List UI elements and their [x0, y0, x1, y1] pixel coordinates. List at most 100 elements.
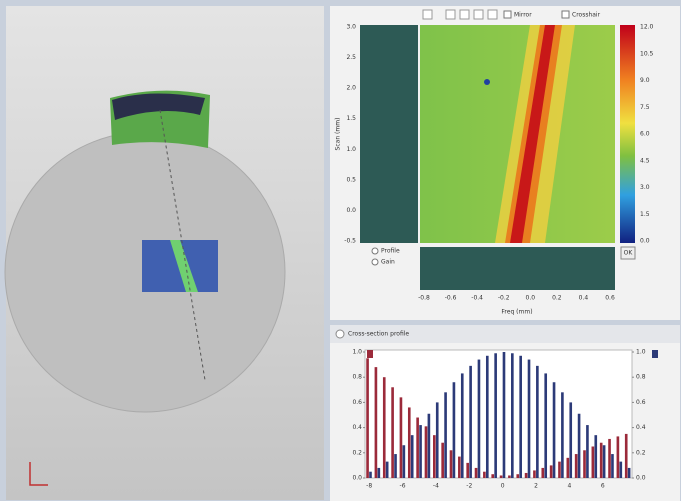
bar [592, 447, 595, 479]
tool-button[interactable] [446, 10, 455, 19]
bar [386, 462, 389, 478]
bar [425, 426, 428, 478]
x-tick-label: -4 [433, 483, 439, 490]
y-tick-label: 1.5 [346, 115, 356, 122]
bar [503, 352, 506, 478]
bar [600, 443, 603, 478]
bar [519, 356, 522, 478]
bar [428, 414, 431, 478]
bar [436, 402, 439, 478]
bar [383, 377, 386, 478]
y-tick-label: -0.5 [344, 238, 356, 245]
bar [611, 454, 614, 478]
colorbar-tick-label: 9.0 [640, 77, 650, 84]
bar [628, 468, 631, 478]
bar [375, 367, 378, 478]
bar [525, 473, 528, 478]
bar [419, 425, 422, 478]
bar [567, 458, 570, 478]
y-tick-label: 3.0 [346, 24, 356, 31]
radio[interactable] [372, 248, 378, 254]
tool-button[interactable] [423, 10, 432, 19]
bar [391, 387, 394, 478]
bar [403, 445, 406, 478]
y-tick-label: 2.5 [346, 54, 356, 61]
bar [378, 468, 381, 478]
bar [533, 470, 536, 478]
radio-label: Profile [381, 248, 400, 255]
heatmap-spot [484, 79, 490, 85]
colorbar-tick-label: 10.5 [640, 50, 654, 57]
checkbox[interactable] [562, 11, 569, 18]
bar [583, 450, 586, 478]
bottom-profile [420, 247, 615, 290]
x-tick-label: -0.8 [418, 295, 430, 302]
app-window: Mirror Crosshair OK Profile Gain Scan (m… [0, 0, 681, 501]
bar [441, 443, 444, 478]
panel-title: Cross-section profile [348, 331, 409, 338]
colorbar-tick-label: 4.5 [640, 157, 650, 164]
x-tick-label: 0.6 [605, 295, 615, 302]
bar [475, 468, 478, 478]
bar [516, 474, 519, 478]
y-tick-label: 0.8 [352, 374, 362, 381]
colorbar-tick-label: 7.5 [640, 104, 650, 111]
y-tick-label: 0.6 [352, 399, 362, 406]
collapse-button[interactable] [336, 330, 344, 338]
x-tick-label: 4 [568, 483, 572, 490]
bar [461, 373, 464, 478]
side-profile [360, 25, 418, 243]
x-tick-label: 0.2 [552, 295, 562, 302]
bar [508, 475, 511, 478]
colorbar-tick-label: 1.5 [640, 211, 650, 218]
bar [369, 472, 372, 478]
page: Mirror Crosshair OK Profile Gain Scan (m… [0, 0, 681, 501]
bar [617, 436, 620, 478]
x-tick-label: 2 [534, 483, 538, 490]
tool-button[interactable] [488, 10, 497, 19]
y-tick-label: 1.0 [352, 349, 362, 356]
bar [483, 472, 486, 478]
bar [491, 474, 494, 478]
bar [528, 360, 531, 478]
y2-tick-label: 0.4 [636, 424, 646, 431]
bar [608, 439, 611, 478]
bar [366, 358, 369, 478]
bar [575, 454, 578, 478]
bar [450, 450, 453, 478]
colorbar-tick-label: 0.0 [640, 238, 650, 245]
bar [603, 445, 606, 478]
bar [594, 435, 597, 478]
radio[interactable] [372, 259, 378, 265]
bar [561, 392, 564, 478]
checkbox-label: Crosshair [572, 12, 601, 19]
y-tick-label: 2.0 [346, 85, 356, 92]
bar [544, 373, 547, 478]
x-tick-label: -0.6 [445, 295, 457, 302]
legend-swatch [652, 350, 658, 358]
bar [511, 353, 514, 478]
colorbar-tick-label: 3.0 [640, 184, 650, 191]
bar [541, 468, 544, 478]
bar [416, 418, 419, 478]
bar [400, 397, 403, 478]
tool-button[interactable] [460, 10, 469, 19]
bar [411, 435, 414, 478]
bar [536, 366, 539, 478]
bar [558, 462, 561, 478]
x-tick-label: 0.4 [579, 295, 589, 302]
legend-swatch [367, 350, 373, 358]
y2-tick-label: 0.0 [636, 475, 646, 482]
bar [394, 454, 397, 478]
tool-button[interactable] [474, 10, 483, 19]
colorbar [620, 25, 635, 243]
y-tick-label: 0.2 [352, 449, 362, 456]
y-tick-label: 0.5 [346, 176, 356, 183]
bar [433, 435, 436, 478]
checkbox[interactable] [504, 11, 511, 18]
bar [453, 382, 456, 478]
bar [586, 425, 589, 478]
colorbar-tick-label: 6.0 [640, 131, 650, 138]
bar [553, 382, 556, 478]
bar [550, 465, 553, 478]
